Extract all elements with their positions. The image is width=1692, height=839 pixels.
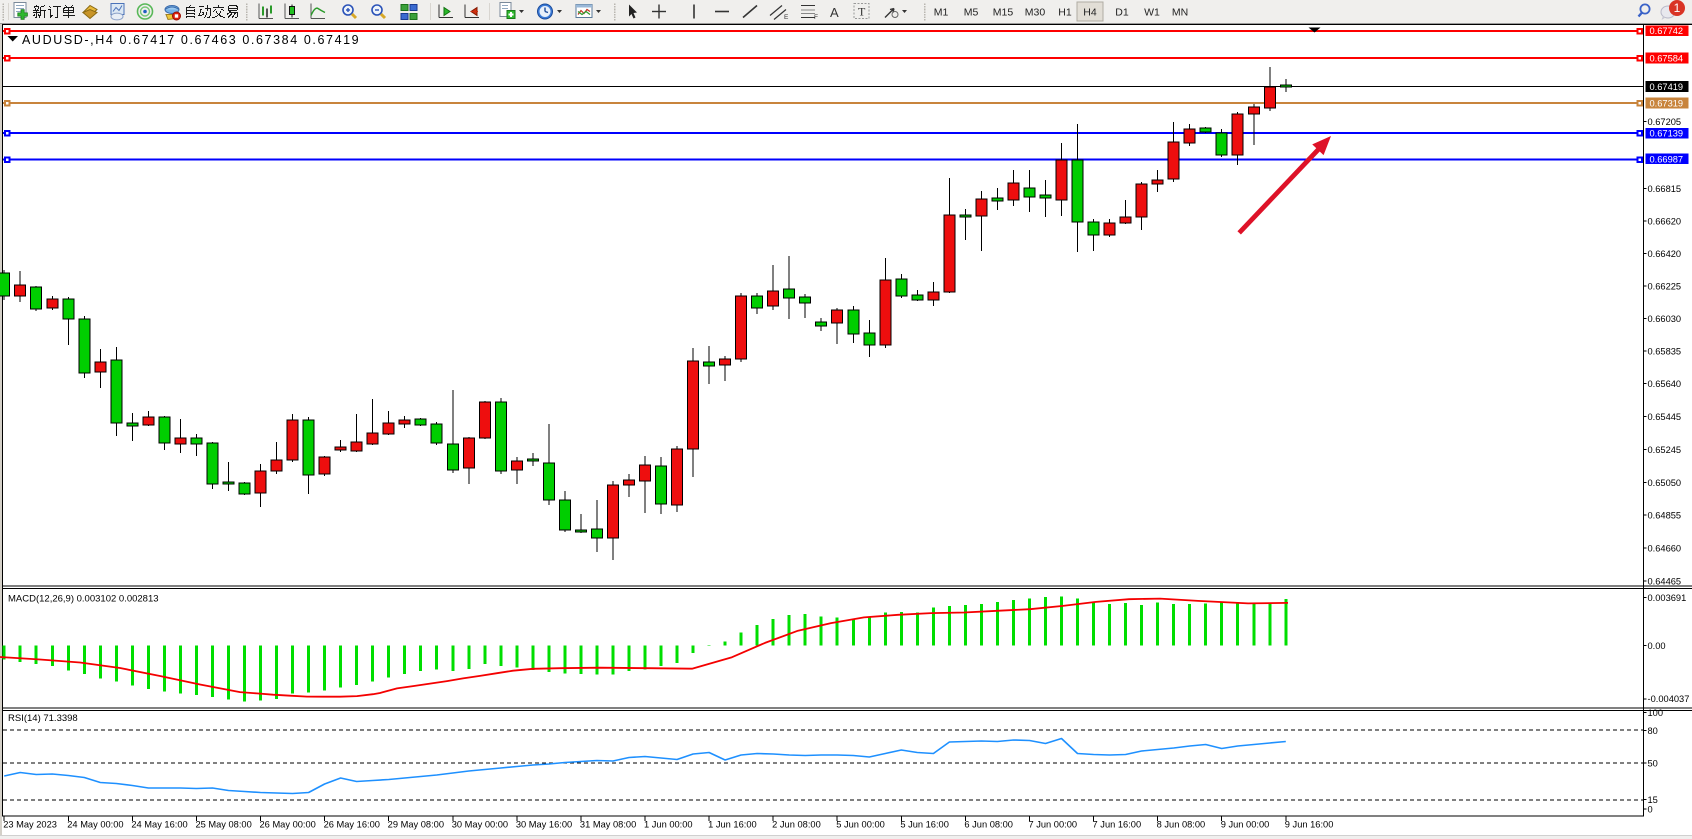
svg-text:0.65050: 0.65050 bbox=[1648, 478, 1682, 488]
svg-text:24 May 00:00: 24 May 00:00 bbox=[67, 820, 123, 830]
svg-text:H4: H4 bbox=[1083, 7, 1097, 19]
svg-text:7 Jun 00:00: 7 Jun 00:00 bbox=[1028, 820, 1077, 830]
svg-text:9 Jun 00:00: 9 Jun 00:00 bbox=[1221, 820, 1270, 830]
svg-text:0.67205: 0.67205 bbox=[1648, 117, 1682, 127]
svg-text:26 May 00:00: 26 May 00:00 bbox=[260, 820, 316, 830]
svg-text:0.67319: 0.67319 bbox=[1650, 98, 1684, 108]
svg-text:E: E bbox=[784, 14, 789, 21]
svg-text:W1: W1 bbox=[1144, 7, 1160, 19]
svg-text:M1: M1 bbox=[934, 7, 949, 19]
svg-text:100: 100 bbox=[1648, 708, 1664, 718]
svg-text:1 Jun 00:00: 1 Jun 00:00 bbox=[644, 820, 693, 830]
svg-text:0.66420: 0.66420 bbox=[1648, 249, 1682, 259]
svg-text:8 Jun 08:00: 8 Jun 08:00 bbox=[1157, 820, 1206, 830]
svg-text:0.67139: 0.67139 bbox=[1650, 129, 1684, 139]
svg-text:0.65835: 0.65835 bbox=[1648, 346, 1682, 356]
svg-text:25 May 08:00: 25 May 08:00 bbox=[195, 820, 251, 830]
svg-text:26 May 16:00: 26 May 16:00 bbox=[324, 820, 380, 830]
svg-text:0.66225: 0.66225 bbox=[1648, 281, 1682, 291]
svg-text:5 Jun 16:00: 5 Jun 16:00 bbox=[900, 820, 949, 830]
svg-text:0: 0 bbox=[1648, 804, 1653, 814]
svg-text:15: 15 bbox=[1648, 795, 1658, 805]
svg-text:31 May 08:00: 31 May 08:00 bbox=[580, 820, 636, 830]
svg-text:30 May 00:00: 30 May 00:00 bbox=[452, 820, 508, 830]
svg-text:50: 50 bbox=[1648, 758, 1658, 768]
svg-text:2 Jun 08:00: 2 Jun 08:00 bbox=[772, 820, 821, 830]
svg-text:M5: M5 bbox=[964, 7, 979, 19]
svg-text:7 Jun 16:00: 7 Jun 16:00 bbox=[1093, 820, 1142, 830]
svg-text:T: T bbox=[858, 5, 866, 19]
svg-text:RSI(14) 71.3398: RSI(14) 71.3398 bbox=[8, 713, 78, 724]
svg-text:MN: MN bbox=[1172, 7, 1188, 19]
svg-text:1: 1 bbox=[1674, 1, 1681, 15]
svg-text:0.00: 0.00 bbox=[1648, 641, 1666, 651]
svg-text:24 May 16:00: 24 May 16:00 bbox=[131, 820, 187, 830]
svg-text:5 Jun 00:00: 5 Jun 00:00 bbox=[836, 820, 885, 830]
svg-text:30 May 16:00: 30 May 16:00 bbox=[516, 820, 572, 830]
svg-text:MACD(12,26,9) 0.003102 0.00281: MACD(12,26,9) 0.003102 0.002813 bbox=[8, 594, 159, 605]
svg-text:M15: M15 bbox=[993, 7, 1014, 19]
svg-text:0.66620: 0.66620 bbox=[1648, 216, 1682, 226]
svg-text:0.65445: 0.65445 bbox=[1648, 412, 1682, 422]
svg-text:-0.004037: -0.004037 bbox=[1648, 694, 1690, 704]
svg-text:0.66815: 0.66815 bbox=[1648, 184, 1682, 194]
svg-text:0.64855: 0.64855 bbox=[1648, 510, 1682, 520]
svg-text:23 May 2023: 23 May 2023 bbox=[3, 820, 57, 830]
svg-text:0.65640: 0.65640 bbox=[1648, 379, 1682, 389]
svg-text:9 Jun 16:00: 9 Jun 16:00 bbox=[1285, 820, 1334, 830]
svg-text:0.66030: 0.66030 bbox=[1648, 314, 1682, 324]
svg-text:0.003691: 0.003691 bbox=[1648, 593, 1687, 603]
svg-text:0.64660: 0.64660 bbox=[1648, 543, 1682, 553]
svg-text:0.66987: 0.66987 bbox=[1650, 154, 1684, 164]
svg-text:0.65245: 0.65245 bbox=[1648, 445, 1682, 455]
svg-text:AUDUSD-,H4 0.67417 0.67463 0.: AUDUSD-,H4 0.67417 0.67463 0.67384 0.674… bbox=[22, 33, 360, 47]
svg-text:F: F bbox=[814, 14, 818, 21]
svg-text:0.67584: 0.67584 bbox=[1650, 53, 1684, 63]
svg-text:6 Jun 08:00: 6 Jun 08:00 bbox=[964, 820, 1013, 830]
svg-text:0.67742: 0.67742 bbox=[1650, 26, 1684, 36]
svg-text:29 May 08:00: 29 May 08:00 bbox=[388, 820, 444, 830]
svg-text:1 Jun 16:00: 1 Jun 16:00 bbox=[708, 820, 757, 830]
svg-text:80: 80 bbox=[1648, 726, 1658, 736]
svg-text:0.67419: 0.67419 bbox=[1650, 82, 1684, 92]
svg-text:D1: D1 bbox=[1115, 7, 1129, 19]
svg-text:M30: M30 bbox=[1025, 7, 1046, 19]
svg-text:H1: H1 bbox=[1058, 7, 1072, 19]
svg-text:A: A bbox=[830, 5, 839, 20]
svg-text:0.64465: 0.64465 bbox=[1648, 576, 1682, 586]
